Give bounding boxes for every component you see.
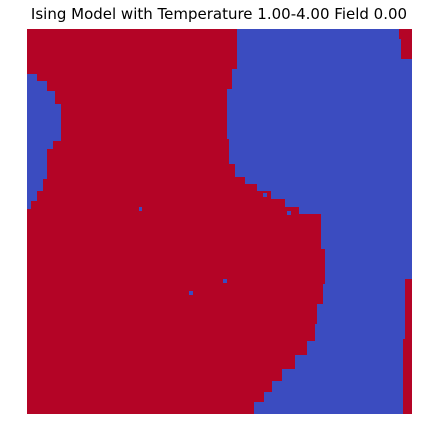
spin-down-speck	[139, 207, 142, 211]
spin-up-edge	[403, 377, 412, 414]
spin-down-speck	[223, 279, 227, 283]
spin-lattice-svg	[27, 29, 412, 414]
spin-down-domain-left	[27, 74, 61, 209]
spin-down-speck	[189, 291, 193, 295]
figure-title: Ising Model with Temperature 1.00-4.00 F…	[30, 5, 408, 23]
spin-down-speck	[287, 211, 291, 215]
spin-lattice-image	[27, 29, 412, 414]
spin-up-edge	[401, 29, 412, 59]
spin-up-edge	[405, 279, 412, 339]
spin-down-domain-right	[227, 29, 412, 414]
spin-down-speck	[263, 193, 267, 197]
